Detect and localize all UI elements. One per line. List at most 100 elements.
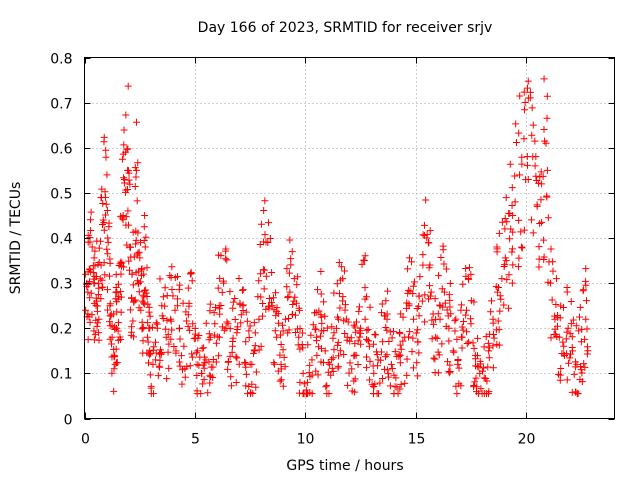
data-point <box>245 333 253 341</box>
data-point <box>314 286 322 294</box>
data-point <box>132 240 140 248</box>
data-point <box>578 378 586 386</box>
data-point <box>189 320 197 328</box>
data-point <box>161 302 169 310</box>
data-point <box>452 315 460 323</box>
data-point <box>119 216 127 224</box>
data-point <box>573 390 581 398</box>
data-point <box>446 369 454 377</box>
data-point <box>403 355 411 363</box>
data-point <box>516 92 524 100</box>
data-point <box>495 326 503 334</box>
data-point <box>231 295 239 303</box>
data-point <box>95 315 103 323</box>
data-point <box>145 308 153 316</box>
data-point <box>495 284 503 292</box>
data-point <box>175 325 183 333</box>
data-point <box>415 349 423 357</box>
data-point <box>168 326 176 334</box>
data-point <box>423 234 431 242</box>
data-point <box>514 263 522 271</box>
data-point <box>371 380 379 388</box>
data-point <box>137 238 145 246</box>
data-point <box>436 315 444 323</box>
data-point <box>245 327 253 335</box>
data-point <box>509 228 517 236</box>
data-point <box>123 186 131 194</box>
data-point <box>517 243 525 251</box>
data-point <box>503 276 511 284</box>
data-point <box>495 341 503 349</box>
data-point <box>164 330 172 338</box>
data-point <box>416 273 424 281</box>
data-point <box>537 196 545 204</box>
data-point <box>122 186 130 194</box>
data-point <box>296 306 304 314</box>
data-point <box>226 288 234 296</box>
data-point <box>318 319 326 327</box>
data-point <box>102 211 110 219</box>
data-point <box>508 245 516 253</box>
data-point <box>348 365 356 373</box>
data-point <box>317 311 325 319</box>
data-point <box>511 172 519 180</box>
data-point <box>104 234 112 242</box>
data-point <box>568 333 576 341</box>
data-point <box>130 297 138 305</box>
data-point <box>289 301 297 309</box>
data-point <box>229 298 237 306</box>
data-point <box>321 347 329 355</box>
data-point <box>250 319 258 327</box>
data-point <box>82 306 90 314</box>
data-point <box>184 322 192 330</box>
data-point <box>434 348 442 356</box>
data-point <box>544 214 552 222</box>
y-tick-label: 0.1 <box>50 367 72 383</box>
axis-ticks: 0 0.1 0.2 0.3 0.4 0.5 0.6 0.7 0.8 0 5 10 15 20 <box>50 52 615 448</box>
data-point <box>371 330 379 338</box>
data-point <box>385 373 393 381</box>
data-point <box>214 284 222 292</box>
data-point <box>294 273 302 281</box>
data-point <box>387 360 395 368</box>
data-point <box>374 362 382 370</box>
data-point <box>328 323 336 331</box>
data-point <box>477 385 485 393</box>
data-point <box>287 255 295 263</box>
data-point <box>336 290 344 298</box>
data-point <box>151 338 159 346</box>
data-point <box>261 197 269 205</box>
data-point <box>346 359 354 367</box>
data-point <box>304 378 312 386</box>
data-point <box>228 342 236 350</box>
data-point <box>212 339 220 347</box>
data-point <box>421 318 429 326</box>
data-point <box>470 298 478 306</box>
data-point <box>471 378 479 386</box>
data-point <box>338 263 346 271</box>
data-point <box>396 359 404 367</box>
data-point <box>543 192 551 200</box>
data-point <box>463 339 471 347</box>
chart-title: Day 166 of 2023, SRMTID for receiver srj… <box>198 20 493 36</box>
y-tick-label: 0.7 <box>50 97 72 113</box>
data-point <box>129 317 137 325</box>
data-point <box>316 332 324 340</box>
data-point <box>384 287 392 295</box>
data-point <box>459 326 467 334</box>
data-point <box>222 255 230 263</box>
data-point <box>285 314 293 322</box>
data-point <box>124 167 132 175</box>
data-point <box>357 329 365 337</box>
data-point <box>90 254 98 262</box>
data-point <box>95 336 103 344</box>
data-point <box>311 325 319 333</box>
data-point <box>355 307 363 315</box>
data-point <box>414 326 422 334</box>
data-point <box>379 374 387 382</box>
data-point <box>439 303 447 311</box>
data-point <box>90 336 98 344</box>
data-point <box>193 387 201 395</box>
data-point <box>396 341 404 349</box>
data-point <box>127 243 135 251</box>
